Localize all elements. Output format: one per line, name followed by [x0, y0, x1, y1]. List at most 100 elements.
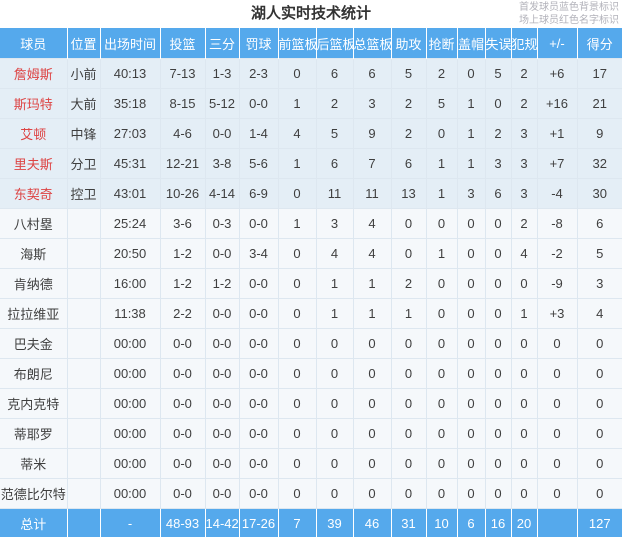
stat-oreb: 0 [277, 448, 317, 479]
player-name: 斯玛特 [0, 88, 68, 119]
stat-to: 0 [484, 358, 512, 389]
stat-fg: 0-0 [159, 388, 206, 419]
stat-oreb: 0 [277, 268, 317, 299]
stat-treb: 4 [352, 208, 392, 239]
stat-minutes: 00:00 [99, 328, 161, 359]
stats-table: 球员 位置 出场时间 投篮 三分 罚球 前篮板 后篮板 总篮板 助攻 抢断 盖帽 失误 犯规 +/- 得分 詹… [0, 28, 622, 537]
stat-stl: 0 [425, 448, 458, 479]
column-header-fg: 投篮 [159, 28, 205, 59]
stat-oreb: 0 [277, 358, 317, 389]
player-name: 拉拉维亚 [0, 298, 68, 329]
stat-ast: 0 [390, 478, 427, 509]
stat-to: 0 [484, 388, 512, 419]
table-row: 肯纳德 16:00 1-2 1-2 0-0 0 1 1 2 0 0 0 0 -9 3 [0, 268, 622, 299]
stat-minutes: 27:03 [99, 118, 161, 149]
stat-oreb: 1 [277, 88, 317, 119]
total-stat-minutes: - [99, 508, 160, 537]
stat-ft: 0-0 [238, 448, 279, 479]
stat-fg: 1-2 [159, 268, 206, 299]
stat-to: 2 [484, 118, 512, 149]
stat-plusminus: +1 [536, 118, 578, 149]
stat-ft: 0-0 [238, 478, 279, 509]
stat-ft: 0-0 [238, 418, 279, 449]
stat-ast: 0 [390, 238, 427, 269]
stat-pf: 1 [510, 298, 538, 329]
stat-oreb: 0 [277, 238, 317, 269]
stat-blk: 0 [456, 238, 486, 269]
stat-to: 0 [484, 418, 512, 449]
stat-stl: 1 [425, 178, 458, 209]
column-header-minutes: 出场时间 [99, 28, 160, 59]
stat-plusminus: 0 [536, 358, 578, 389]
position-cell [66, 418, 101, 449]
stat-to: 0 [484, 208, 512, 239]
stat-treb: 1 [352, 268, 392, 299]
total-stat-pf: 20 [510, 508, 537, 537]
stat-plusminus: +3 [536, 298, 578, 329]
stat-treb: 0 [352, 418, 392, 449]
stat-blk: 0 [456, 328, 486, 359]
stat-ast: 0 [390, 448, 427, 479]
title-bar: 湖人实时技术统计 首发球员蓝色背景标识 场上球员红色名字标识 [0, 0, 622, 28]
stat-ft: 0-0 [238, 388, 279, 419]
stat-plusminus: 0 [536, 328, 578, 359]
table-row: 蒂耶罗 00:00 0-0 0-0 0-0 0 0 0 0 0 0 0 0 0 0 [0, 418, 622, 449]
stat-minutes: 35:18 [99, 88, 161, 119]
stat-dreb: 1 [315, 268, 354, 299]
table-row: 蒂米 00:00 0-0 0-0 0-0 0 0 0 0 0 0 0 0 0 0 [0, 448, 622, 479]
stat-minutes: 00:00 [99, 418, 161, 449]
stat-pts: 0 [576, 478, 622, 509]
total-stat-fg: 48-93 [159, 508, 205, 537]
player-name: 布朗尼 [0, 358, 68, 389]
position-cell: 分卫 [66, 148, 101, 179]
stat-ft: 5-6 [238, 148, 279, 179]
stat-pts: 4 [576, 298, 622, 329]
stat-dreb: 5 [315, 118, 354, 149]
stat-three: 5-12 [204, 88, 240, 119]
stat-blk: 0 [456, 388, 486, 419]
stat-ast: 6 [390, 148, 427, 179]
stat-oreb: 0 [277, 388, 317, 419]
stat-fg: 8-15 [159, 88, 206, 119]
position-cell: 小前 [66, 58, 101, 89]
stat-plusminus: -8 [536, 208, 578, 239]
stat-stl: 2 [425, 58, 458, 89]
stat-fg: 1-2 [159, 238, 206, 269]
stat-fg: 3-6 [159, 208, 206, 239]
stat-plusminus: 0 [536, 418, 578, 449]
player-name: 巴夫金 [0, 328, 68, 359]
column-header-stl: 抢断 [425, 28, 457, 59]
stat-treb: 7 [352, 148, 392, 179]
stat-three: 0-0 [204, 298, 240, 329]
stat-three: 0-0 [204, 238, 240, 269]
stat-ft: 0-0 [238, 358, 279, 389]
stat-pf: 0 [510, 328, 538, 359]
stat-to: 0 [484, 478, 512, 509]
stat-dreb: 0 [315, 358, 354, 389]
stat-three: 0-0 [204, 418, 240, 449]
stat-pf: 0 [510, 268, 538, 299]
total-stat-three: 14-42 [204, 508, 239, 537]
stat-minutes: 16:00 [99, 268, 161, 299]
stat-pts: 17 [576, 58, 622, 89]
player-name: 蒂耶罗 [0, 418, 68, 449]
page-title: 湖人实时技术统计 [250, 5, 371, 22]
stat-pts: 5 [576, 238, 622, 269]
stat-dreb: 0 [315, 418, 354, 449]
stat-fg: 0-0 [159, 478, 206, 509]
stat-ft: 0-0 [238, 208, 279, 239]
stat-plusminus: 0 [536, 388, 578, 419]
stat-three: 0-0 [204, 448, 240, 479]
stat-ft: 0-0 [238, 268, 279, 299]
table-row: 布朗尼 00:00 0-0 0-0 0-0 0 0 0 0 0 0 0 0 0 0 [0, 358, 622, 389]
stat-stl: 0 [425, 118, 458, 149]
column-header-ft: 罚球 [238, 28, 278, 59]
stat-dreb: 6 [315, 58, 354, 89]
stat-three: 0-0 [204, 388, 240, 419]
stat-dreb: 6 [315, 148, 354, 179]
table-row: 八村塁 25:24 3-6 0-3 0-0 1 3 4 0 0 0 0 2 -8 6 [0, 208, 622, 239]
stat-blk: 1 [456, 148, 486, 179]
stat-pf: 0 [510, 448, 538, 479]
stat-minutes: 00:00 [99, 478, 161, 509]
stat-treb: 0 [352, 478, 392, 509]
